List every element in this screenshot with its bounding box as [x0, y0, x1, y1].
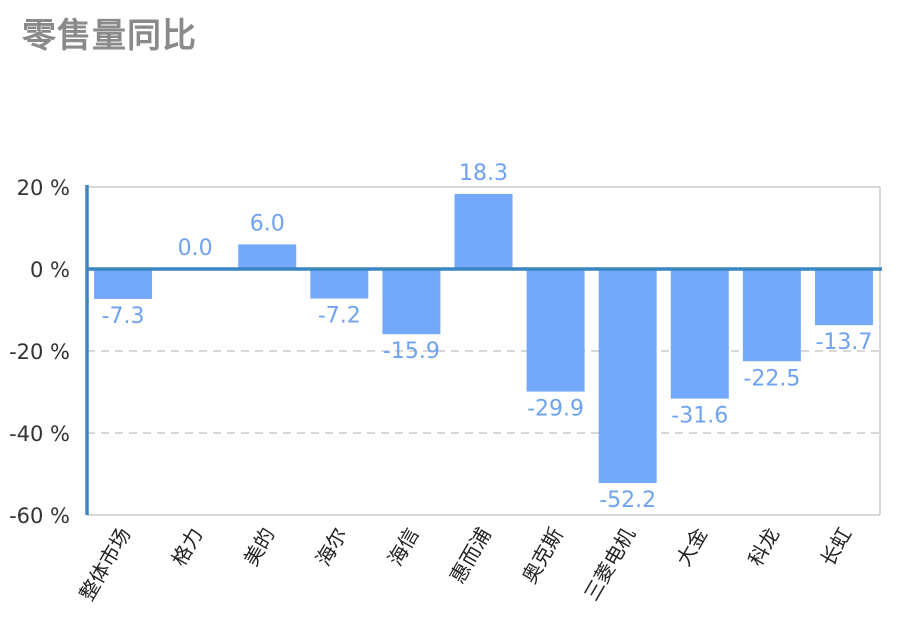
data-label: -13.7 — [815, 330, 872, 355]
data-label: -7.3 — [102, 304, 145, 329]
category-label: 三菱电机 — [579, 524, 640, 605]
category-label: 美的 — [239, 524, 280, 571]
category-label: 格力 — [167, 524, 208, 571]
chart-title: 零售量同比 — [22, 16, 197, 56]
bar — [598, 269, 657, 484]
category-label: 惠而浦 — [445, 524, 496, 588]
bar — [454, 193, 513, 269]
bar — [94, 269, 153, 299]
category-label: 海信 — [383, 524, 424, 571]
category-label: 海尔 — [311, 524, 352, 571]
data-label: 6.0 — [250, 211, 285, 236]
category-label: 科龙 — [743, 524, 784, 571]
bar — [742, 269, 801, 362]
bar — [670, 269, 729, 399]
bar — [814, 269, 873, 326]
bar — [526, 269, 585, 392]
y-tick-label: -20 % — [9, 340, 70, 364]
data-label: -29.9 — [527, 397, 584, 422]
category-label: 奥克斯 — [517, 524, 568, 588]
data-label: -7.2 — [318, 304, 361, 329]
data-label: -31.6 — [671, 404, 728, 429]
y-tick-label: 0 % — [30, 258, 70, 282]
y-tick-label: 20 % — [17, 176, 70, 200]
data-label: -52.2 — [599, 488, 656, 513]
data-label: 18.3 — [459, 161, 508, 186]
data-label: -22.5 — [743, 366, 800, 391]
data-label: -15.9 — [383, 339, 440, 364]
category-label: 大金 — [671, 524, 712, 571]
bar — [310, 269, 369, 299]
bar — [238, 244, 297, 269]
data-label: 0.0 — [178, 236, 213, 261]
bar — [382, 269, 441, 335]
category-label: 长虹 — [816, 524, 857, 571]
y-tick-label: -40 % — [9, 422, 70, 446]
category-label: 整体市场 — [75, 524, 136, 605]
y-tick-label: -60 % — [9, 504, 70, 528]
